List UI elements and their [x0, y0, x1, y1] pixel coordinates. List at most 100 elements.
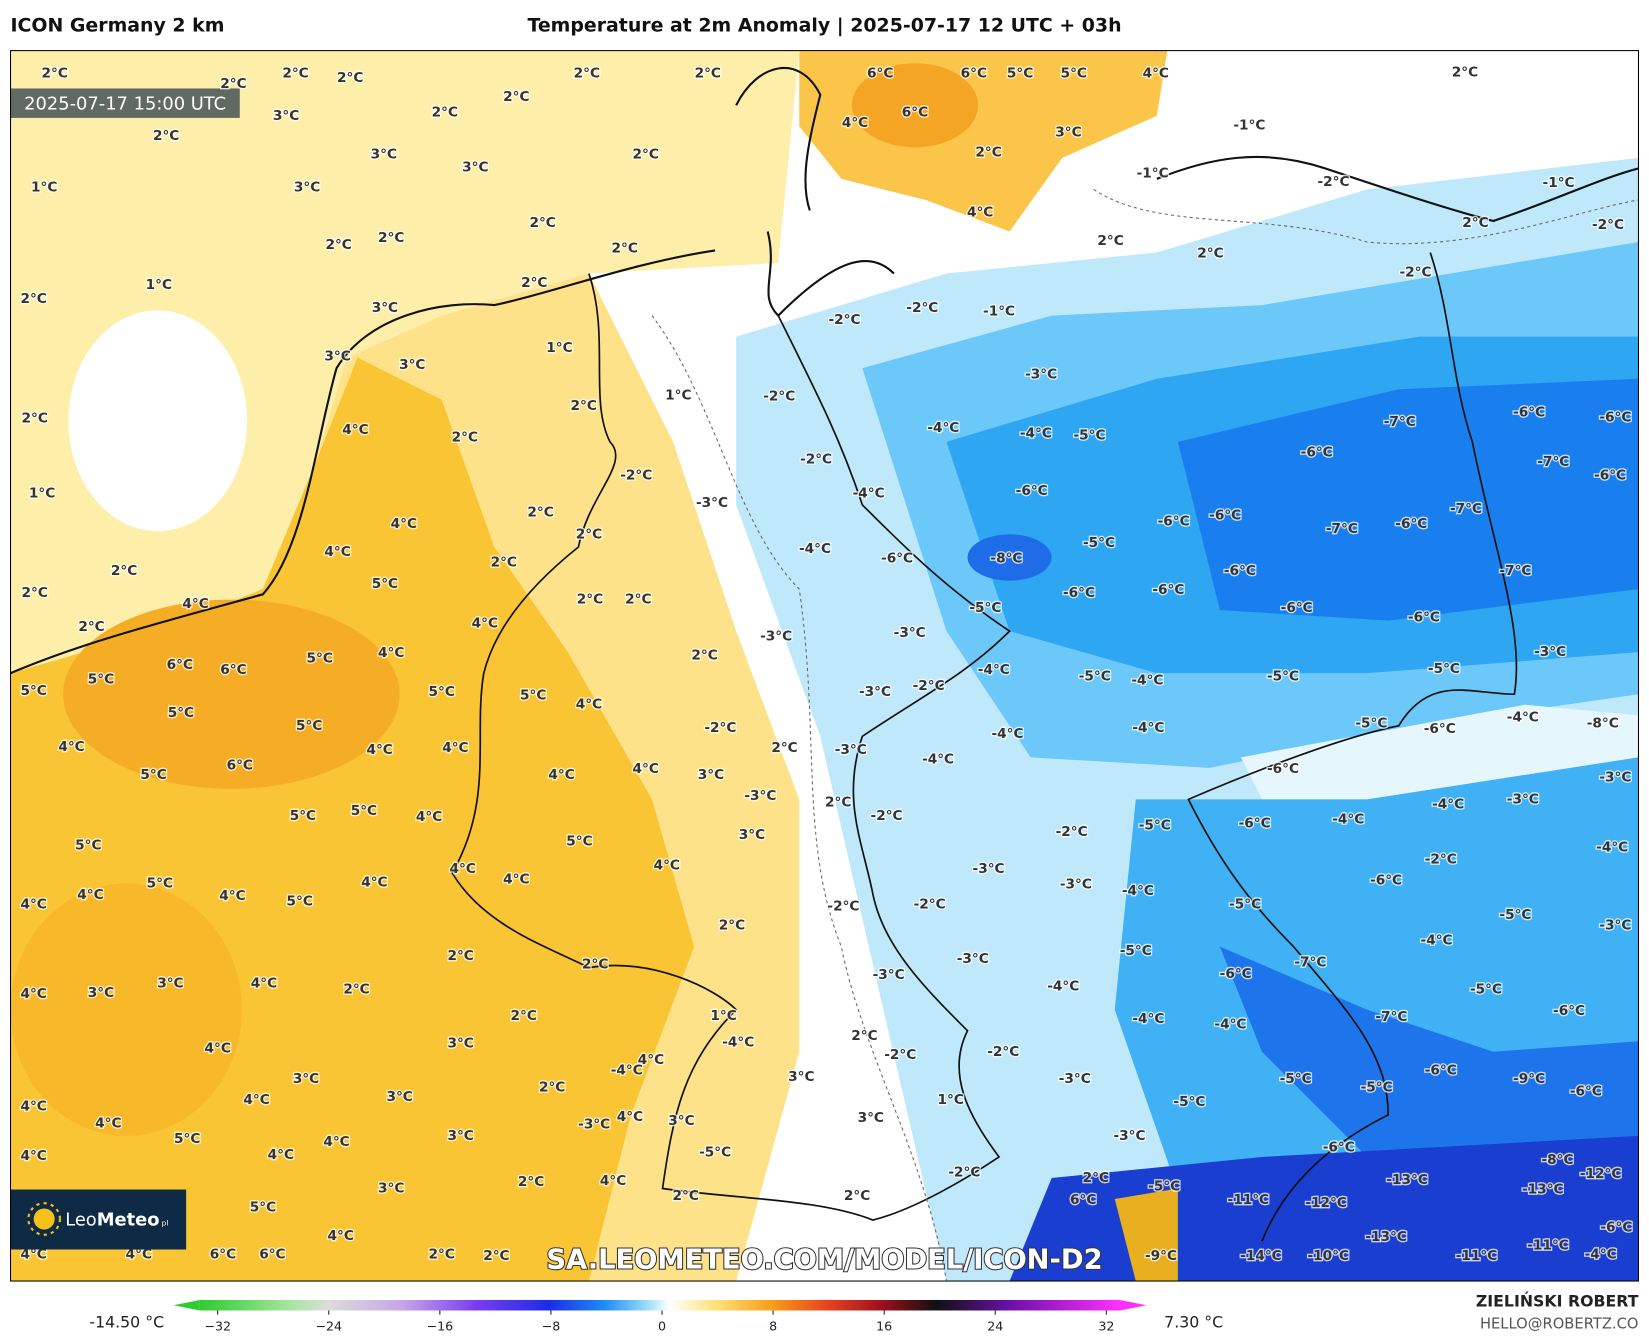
contour-label: -6°C [1267, 761, 1299, 777]
contour-label: -6°C [1281, 600, 1313, 616]
contour-label: -6°C [881, 551, 913, 567]
contour-label: 4°C [576, 697, 602, 713]
contour-label: -2°C [987, 1044, 1019, 1060]
contour-label: 2°C [153, 128, 179, 144]
colorbar [199, 1299, 1121, 1311]
contour-label: 4°C [967, 205, 993, 221]
contour-label: -4°C [922, 751, 954, 767]
colorbar-tick-label: 0 [658, 1318, 666, 1333]
field-dark-orange [10, 883, 242, 1136]
contour-label: 3°C [293, 1071, 319, 1087]
contour-label: -8°C [1587, 716, 1619, 732]
contour-label: 4°C [126, 1247, 152, 1263]
contour-label: 4°C [219, 888, 245, 904]
contour-label: -4°C [1585, 1247, 1617, 1263]
contour-label: -6°C [1016, 483, 1048, 499]
contour-label: 3°C [447, 1035, 473, 1051]
contour-label: -2°C [1425, 851, 1457, 867]
germany-border [451, 252, 1518, 1242]
contour-label: 2°C [220, 76, 246, 92]
contour-label: -4°C [1332, 811, 1364, 827]
contour-label: -4°C [799, 541, 831, 557]
logo-rays [27, 1202, 61, 1236]
contour-label: -6°C [1599, 410, 1631, 426]
contour-label: 2°C [851, 1028, 877, 1044]
contour-label: 2°C [1197, 246, 1223, 262]
contour-label: 4°C [205, 1041, 231, 1057]
contour-label: 2°C [719, 918, 745, 934]
contour-label: -5°C [1148, 1178, 1180, 1194]
contour-label: -6°C [1158, 514, 1190, 530]
contour-label: 4°C [416, 809, 442, 825]
contour-label: 6°C [961, 66, 987, 82]
contour-label: 5°C [140, 767, 166, 783]
colorbar-tick-label: −24 [315, 1318, 342, 1333]
contour-label: -4°C [1020, 425, 1052, 441]
contour-label: -6°C [1570, 1084, 1602, 1100]
contour-label: -6°C [1553, 1003, 1585, 1019]
field-alpine-ridge [1114, 1188, 1178, 1282]
contour-label: 2°C [282, 66, 308, 82]
contour-label: -5°C [969, 600, 1001, 616]
contour-label: 5°C [75, 838, 101, 854]
contour-label: -2°C [1400, 264, 1432, 280]
contour-label: 2°C [844, 1188, 870, 1204]
field-pale-yellow [10, 50, 800, 674]
contour-label: 2°C [633, 147, 659, 163]
contour-label: 2°C [625, 592, 651, 608]
contour-label: -5°C [1083, 535, 1115, 551]
contour-label: 1°C [29, 485, 55, 501]
map-frame [9, 50, 1640, 1282]
contour-label: 4°C [20, 897, 46, 913]
contour-label: -2°C [827, 899, 859, 915]
contour-label: 2°C [1462, 215, 1488, 231]
contour-label: 2°C [491, 555, 517, 571]
colorbar-tick-label: −8 [542, 1318, 561, 1333]
contour-label: 5°C [566, 833, 592, 849]
colorbar-tick-label: 8 [769, 1318, 777, 1333]
contour-label: -12°C [1580, 1166, 1622, 1182]
contour-label: -5°C [1139, 818, 1171, 834]
contour-label: -5°C [1074, 428, 1106, 444]
contour-label: 2°C [337, 70, 363, 86]
contour-label: -5°C [1229, 897, 1261, 913]
logo-name-bold: Meteo [97, 1209, 160, 1230]
contour-label: -4°C [1507, 709, 1539, 725]
colorbar-low-arrow [173, 1299, 200, 1311]
contour-label: 3°C [88, 985, 114, 1001]
contour-label: -6°C [1152, 582, 1184, 598]
contour-label: 2°C [503, 89, 529, 105]
contour-label: -6°C [1424, 721, 1456, 737]
contour-label: 2°C [574, 66, 600, 82]
contour-label: 4°C [324, 544, 350, 560]
contour-label: -1°C [1137, 166, 1169, 182]
contour-label: 4°C [1143, 66, 1169, 82]
contour-label: -9°C [1145, 1248, 1177, 1264]
contour-label: -3°C [973, 861, 1005, 877]
field-dark-orange [63, 599, 400, 789]
contour-label: 4°C [77, 887, 103, 903]
contour-label: -3°C [578, 1116, 610, 1132]
contour-label: -4°C [927, 420, 959, 436]
contour-label: -2°C [884, 1047, 916, 1063]
contour-label: -6°C [1301, 444, 1333, 460]
contour-label: -2°C [1056, 824, 1088, 840]
contour-label: 2°C [527, 504, 553, 520]
contour-label: -2°C [704, 720, 736, 736]
contour-label: -3°C [1507, 791, 1539, 807]
contour-label: 2°C [521, 275, 547, 291]
contour-label: -2°C [1317, 174, 1349, 190]
contour-label: 4°C [654, 858, 680, 874]
contour-label: -1°C [1543, 175, 1575, 191]
contour-label: 1°C [665, 388, 691, 404]
contour-label: 4°C [20, 986, 46, 1002]
contour-label: -7°C [1450, 501, 1482, 517]
contour-label: 2°C [518, 1174, 544, 1190]
contour-label: 2°C [452, 430, 478, 446]
contour-label: 2°C [1452, 65, 1478, 81]
field-pale-band [1240, 704, 1639, 800]
contour-label: 2°C [825, 795, 851, 811]
contour-label: 4°C [268, 1147, 294, 1163]
